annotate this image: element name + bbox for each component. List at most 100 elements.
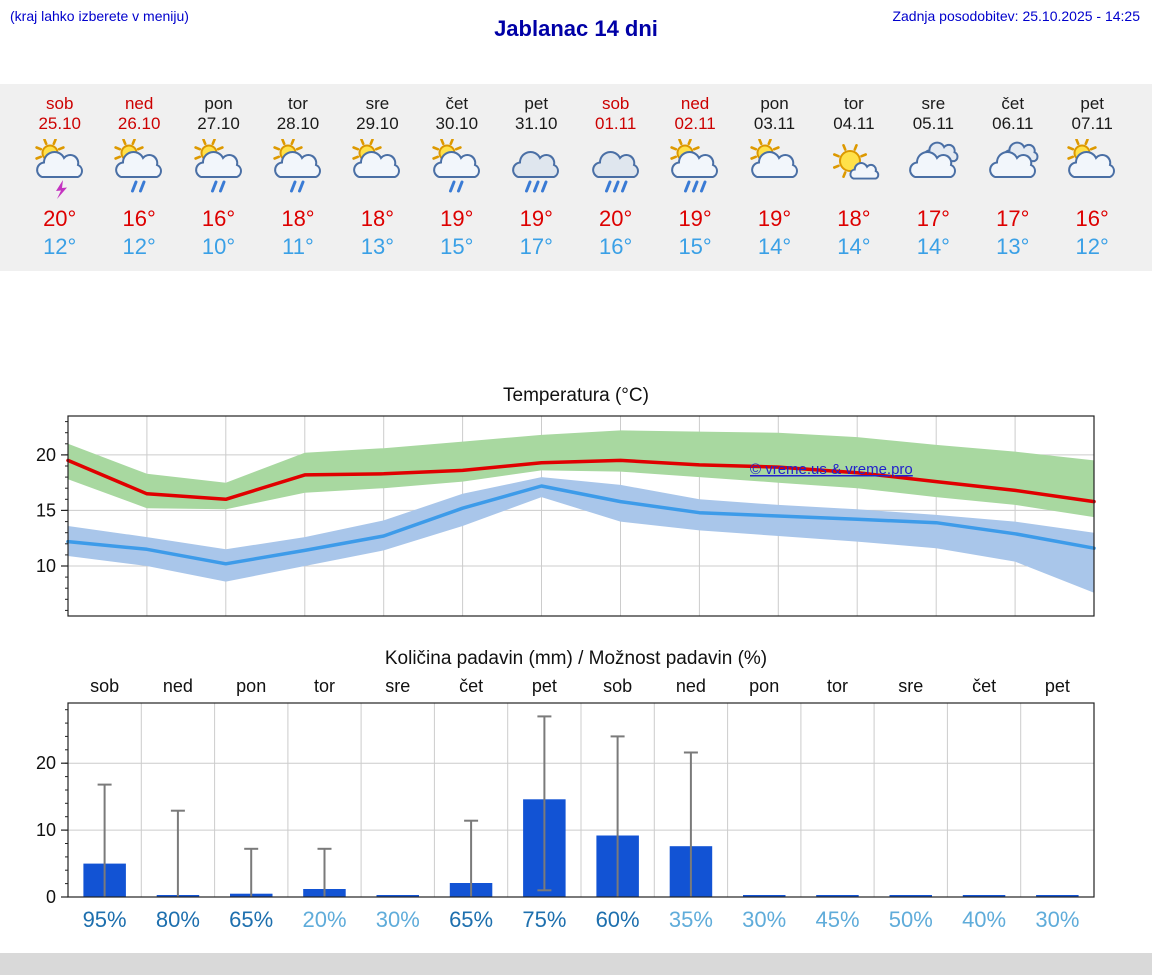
precip-probability: 95% <box>83 907 127 932</box>
weather-glyph <box>591 151 639 193</box>
day-date: 26.10 <box>117 114 161 133</box>
precip-probability: 30% <box>1035 907 1079 932</box>
day-date: 02.11 <box>674 114 716 133</box>
precip-day-label: sre <box>898 676 923 696</box>
precip-probability: 65% <box>229 907 273 932</box>
weather-glyph <box>670 138 719 193</box>
precip-bar <box>816 895 859 897</box>
day-date: 03.11 <box>753 114 796 133</box>
precip-probability: 65% <box>449 907 493 932</box>
forecast-day: pon 03.11 19° 14° <box>735 94 814 271</box>
weather-icon-cloudy <box>973 139 1052 203</box>
weather-glyph <box>193 138 242 193</box>
precip-day-label: tor <box>314 676 335 696</box>
low-temp: 14° <box>837 234 871 259</box>
weather-glyph <box>352 138 401 178</box>
weather-glyph <box>749 138 798 178</box>
high-temp: 18° <box>281 206 315 231</box>
precip-probability: 80% <box>156 907 200 932</box>
weather-icon-cloud-rain-heavy <box>497 139 576 203</box>
forecast-day: ned 26.10 16° 12° <box>99 94 178 271</box>
precip-day-label: čet <box>972 676 996 696</box>
high-temp: 19° <box>440 206 474 231</box>
weather-icon-sun-cloud <box>735 138 814 203</box>
high-temp: 20° <box>599 206 633 231</box>
day-name: sob <box>601 94 630 113</box>
day-date: 06.11 <box>992 114 1034 133</box>
temperature-chart-title: Temperatura (°C) <box>503 385 649 406</box>
day-name: ned <box>124 94 154 113</box>
temperature-chart: 10 15 20 © vreme.us & vreme.pro <box>36 415 1096 617</box>
weather-icon-sun-cloud <box>1052 138 1131 203</box>
precip-day-label: sre <box>385 676 410 696</box>
temp-band-min-range <box>68 477 1094 593</box>
forecast-day: sob 25.10 20° 12° <box>20 94 99 271</box>
forecast-day: sre 05.11 17° 14° <box>894 94 973 271</box>
day-name: sre <box>921 94 946 113</box>
weather-icon-cloud-rain-heavy <box>576 139 655 203</box>
high-temp: 19° <box>519 206 553 231</box>
forecast-day: čet 06.11 17° 13° <box>973 94 1052 271</box>
day-name: tor <box>288 94 308 113</box>
weather-glyph <box>832 144 880 180</box>
precipitation-chart: 0 10 20 sob ned pon tor sre čet pet sob ned pon tor sr… <box>36 676 1095 932</box>
high-temp: 16° <box>122 206 156 231</box>
precip-bar <box>889 895 932 897</box>
high-temp: 17° <box>916 206 950 231</box>
low-temp: 12° <box>43 234 77 259</box>
precip-probability: 75% <box>522 907 566 932</box>
precip-probability: 50% <box>889 907 933 932</box>
precip-day-label: čet <box>459 676 483 696</box>
precip-day-label: tor <box>827 676 848 696</box>
precip-probability: 40% <box>962 907 1006 932</box>
day-date: 27.10 <box>197 114 240 133</box>
precip-bar <box>743 895 786 897</box>
weather-icon-sun-cloud-rain <box>179 138 258 203</box>
forecast-day: čet 30.10 19° 15° <box>417 94 496 271</box>
low-temp: 14° <box>757 234 792 259</box>
high-temp: 16° <box>1075 206 1109 231</box>
day-name: sre <box>365 94 390 113</box>
weather-icon-sun-cloud-rain <box>417 138 496 203</box>
precipitation-chart-title: Količina padavin (mm) / Možnost padavin … <box>384 648 768 669</box>
weather-glyph <box>909 141 959 178</box>
precip-bar <box>1036 895 1079 897</box>
precip-probability: 20% <box>302 907 346 932</box>
day-name: ned <box>680 94 710 113</box>
forecast-day: pet 31.10 19° 17° <box>497 94 576 271</box>
weather-icon-cloudy <box>894 139 973 203</box>
weather-icon-mostly-sunny <box>814 139 893 203</box>
low-temp: 10° <box>201 234 236 259</box>
weather-icon-sun-cloud <box>338 138 417 203</box>
forecast-day: ned 02.11 19° 15° <box>655 94 734 271</box>
forecast-day: tor 28.10 18° 11° <box>258 94 337 271</box>
location-menu-hint[interactable]: (kraj lahko izberete v meniju) <box>10 8 189 24</box>
weather-glyph <box>273 138 321 193</box>
day-name: pon <box>204 94 233 113</box>
low-temp: 12° <box>1075 234 1109 259</box>
high-temp: 18° <box>837 206 871 231</box>
weather-icon-sun-cloud-lightning <box>20 138 99 203</box>
low-temp: 13° <box>996 234 1030 259</box>
precip-day-label: ned <box>163 676 193 696</box>
day-date: 04.11 <box>833 114 875 133</box>
day-name: pet <box>1080 94 1105 113</box>
day-date: 01.11 <box>595 114 637 133</box>
high-temp: 17° <box>996 206 1030 231</box>
weather-glyph <box>988 141 1039 178</box>
weather-icon-sun-cloud-rain <box>258 138 337 203</box>
temp-ytick: 10 <box>36 556 56 576</box>
weather-glyph <box>1067 138 1116 178</box>
weather-icon-sun-cloud-rain-heavy <box>655 138 734 203</box>
precip-bar <box>962 895 1006 897</box>
day-date: 31.10 <box>514 114 558 133</box>
day-name: čet <box>445 94 469 113</box>
copyright-link[interactable]: © vreme.us & vreme.pro <box>750 461 913 478</box>
forecast-day: pon 27.10 16° 10° <box>179 94 258 271</box>
forecast-strip: sob 25.10 20° 12° ned 26.10 16° 12° pon 27.10 16° 1… <box>0 84 1152 271</box>
day-name: tor <box>844 94 864 113</box>
day-name: sob <box>46 94 74 113</box>
day-date: 05.11 <box>912 114 954 133</box>
precip-ytick: 0 <box>46 887 56 907</box>
precip-day-label: pon <box>749 676 779 696</box>
